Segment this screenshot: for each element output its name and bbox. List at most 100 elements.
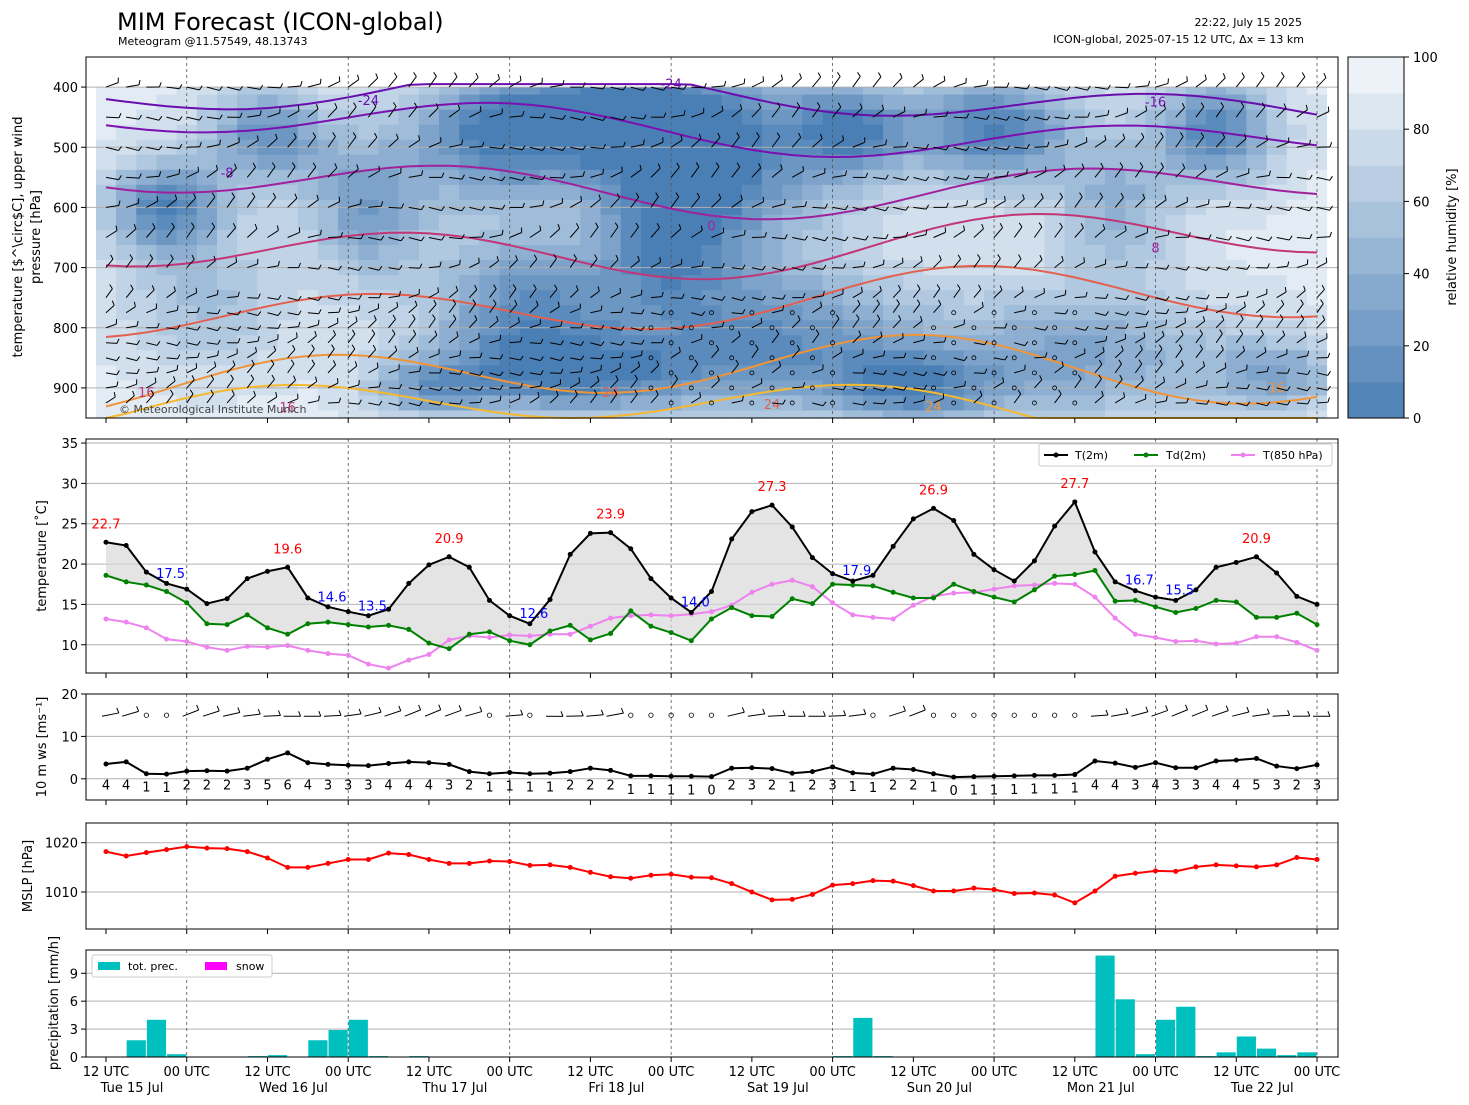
td2m-point <box>1031 587 1037 593</box>
wind-barb-flag <box>819 133 823 139</box>
calm-wind-marker <box>1032 370 1037 376</box>
humidity-cell <box>1205 275 1227 291</box>
wind-barb <box>1276 76 1285 88</box>
wind-barb-flag <box>1064 289 1067 295</box>
humidity-cell <box>1226 275 1247 291</box>
humidity-cell <box>1004 275 1025 291</box>
wind-barb <box>287 85 301 88</box>
calm-wind-marker <box>688 355 694 361</box>
wind-barb <box>307 166 317 178</box>
calm-wind-marker <box>486 712 493 718</box>
td2m-point <box>1072 572 1078 578</box>
humidity-cell <box>822 365 844 381</box>
humidity-cell <box>943 335 965 351</box>
wind-barb-flag <box>597 286 600 292</box>
wind-barb-flag <box>681 293 685 299</box>
wind-barb <box>146 146 160 151</box>
humidity-cell <box>1165 350 1187 366</box>
wind-barb-flag <box>189 389 194 395</box>
wind-barb-flag <box>1327 352 1331 358</box>
wind-barb-flag <box>1266 263 1270 269</box>
wind-barb <box>913 372 925 377</box>
calm-wind-marker <box>951 712 957 718</box>
t2m-point <box>709 589 714 595</box>
min-temp-label: 14.6 <box>318 591 347 606</box>
t850-point <box>870 614 876 620</box>
x-tick-time: 00 UTC <box>1294 1065 1340 1080</box>
humidity-cell <box>903 154 925 171</box>
humidity-cell <box>277 245 299 261</box>
wind-barb-flag <box>371 329 376 335</box>
wind-barb <box>892 77 903 88</box>
wind-barb <box>690 166 700 178</box>
t2m-point <box>668 595 674 601</box>
wind-barb <box>246 378 255 389</box>
wind-barb <box>1235 350 1245 359</box>
humidity-cell <box>1306 275 1328 291</box>
wind-barb <box>327 201 340 208</box>
wind-barb-flag <box>521 145 526 151</box>
wind-barb <box>388 76 398 88</box>
wind-barb-flag <box>742 264 746 270</box>
wind-barb-flag <box>640 326 645 331</box>
humidity-cell <box>721 94 743 111</box>
humidity-cell <box>580 214 602 231</box>
humidity-cell <box>116 275 137 291</box>
wind-barb <box>126 84 140 88</box>
humidity-cell <box>1246 94 1268 111</box>
humidity-cell <box>519 410 541 419</box>
x-tick-day: Sun 20 Jul <box>907 1081 972 1096</box>
wind-barb <box>489 387 501 390</box>
wind-barb-flag <box>1200 102 1205 108</box>
humidity-cell <box>1105 169 1126 186</box>
wind-barb <box>327 107 338 118</box>
wind-barb <box>267 396 278 404</box>
wind-speed-label: 4 <box>405 778 413 793</box>
humidity-cell <box>176 410 198 419</box>
t2m-point <box>830 571 836 577</box>
wind-barb <box>1175 348 1183 359</box>
humidity-cell <box>1064 335 1086 351</box>
wind-barb-flag <box>562 114 566 120</box>
humidity-cell <box>479 124 501 141</box>
wind-barb-flag <box>474 315 478 320</box>
humidity-cell <box>297 154 319 171</box>
wind-barb <box>630 327 642 332</box>
wind-barb-flag <box>332 360 337 366</box>
humidity-cell <box>983 214 1005 231</box>
wind-speed-label: 2 <box>586 778 594 793</box>
wind-barb-flag <box>1165 296 1170 301</box>
wind-speed-point <box>1031 772 1037 778</box>
wind-barb <box>327 81 340 88</box>
humidity-cell <box>176 214 198 231</box>
wind-barb <box>892 111 906 118</box>
wind-barb <box>287 197 298 208</box>
wind-barb <box>1215 333 1223 344</box>
humidity-cell <box>903 410 925 419</box>
wind-barb-flag <box>156 341 161 346</box>
wind-barb-flag <box>676 162 680 168</box>
mslp-point <box>1294 855 1300 861</box>
wind-speed-label: 3 <box>1313 778 1321 793</box>
wind-barb <box>1034 146 1048 148</box>
wind-barb <box>1155 400 1167 404</box>
wind-barb <box>1235 318 1244 329</box>
wind-barb <box>1054 312 1066 315</box>
wind-barb <box>731 400 743 404</box>
humidity-cell <box>398 335 420 351</box>
humidity-cell <box>1205 335 1227 351</box>
humidity-cell <box>681 184 703 201</box>
wind-barb-flag <box>452 299 457 305</box>
mslp-point <box>769 897 775 903</box>
humidity-cell <box>681 94 703 111</box>
wind-barb-flag <box>721 321 725 327</box>
wind-barb <box>489 113 503 118</box>
wind-barb <box>1175 334 1184 344</box>
min-temp-label: 17.5 <box>156 567 185 582</box>
wind-barb-flag <box>574 389 578 395</box>
wind-barb-flag <box>479 385 484 391</box>
humidity-cell <box>176 245 198 261</box>
humidity-cell <box>136 214 158 231</box>
wind-barb-flag <box>979 390 983 396</box>
calm-wind-marker <box>1011 355 1017 361</box>
